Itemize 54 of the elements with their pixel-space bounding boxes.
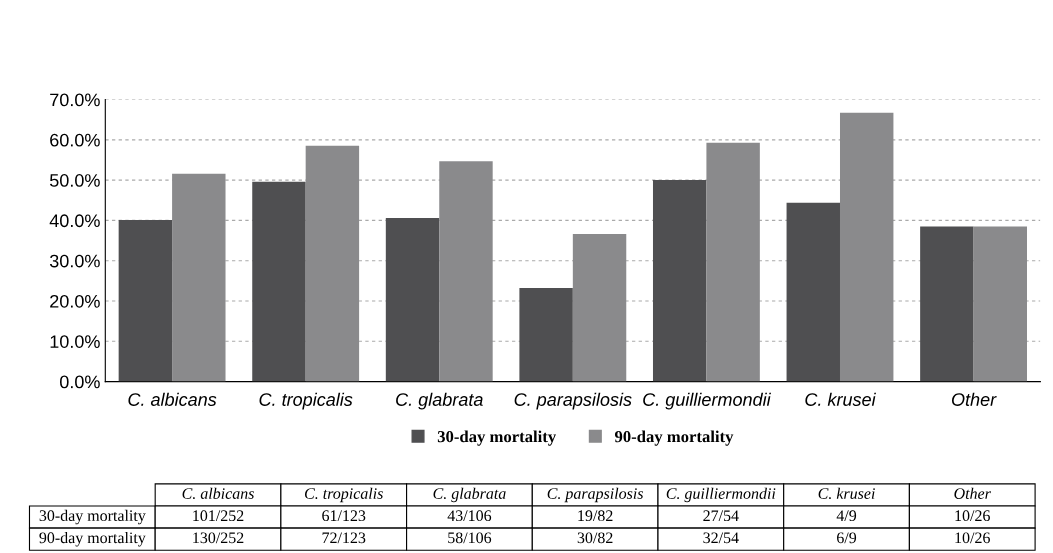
x-tick-label: C. glabrata <box>396 392 483 410</box>
legend-label: 90-day mortality <box>614 430 734 446</box>
data-label: 27/54 <box>703 510 739 522</box>
y-tick-label: 20.0% <box>50 294 100 308</box>
y-tick-label: 40.0% <box>49 214 100 228</box>
data-label: 130/252 <box>193 532 244 544</box>
category-label: C. tropicalis <box>304 487 383 503</box>
data-label: 43/106 <box>447 510 492 522</box>
category-label: C. guilliermondii <box>666 487 776 503</box>
bar <box>572 234 627 382</box>
data-label: 10/26 <box>955 532 990 544</box>
bar <box>439 161 493 382</box>
bar <box>652 180 707 382</box>
data-label: 19/82 <box>578 510 613 522</box>
text: 90-day mortality <box>39 531 146 547</box>
bar <box>118 220 173 382</box>
x-tick-label: C. tropicalis <box>259 392 353 410</box>
data-label: 72/123 <box>322 532 366 544</box>
category-label: C. glabrata <box>433 487 506 503</box>
bar <box>706 142 760 382</box>
bar <box>786 202 840 382</box>
data-label: 58/106 <box>448 532 492 544</box>
x-tick-label: C. krusei <box>805 392 877 406</box>
bar <box>305 145 360 382</box>
bar <box>172 173 226 382</box>
y-tick-label: 30.0% <box>49 254 100 268</box>
bar <box>385 217 440 382</box>
data-label: 6/9 <box>837 532 857 544</box>
data-label: 10/26 <box>955 510 990 522</box>
legend-label: 30-day mortality <box>437 430 557 446</box>
data-label: 30/82 <box>577 532 613 544</box>
x-tick-label: C. parapsilosis <box>514 392 632 410</box>
bar <box>252 181 306 382</box>
bar <box>920 226 974 382</box>
x-tick-label: C. albicans <box>128 392 217 406</box>
bar <box>973 226 1028 382</box>
y-tick-label: 70.0% <box>50 93 100 107</box>
category-label: C. albicans <box>182 487 254 499</box>
data-label: 32/54 <box>703 532 739 544</box>
y-tick-label: 0.0% <box>59 375 100 389</box>
x-tick-label: Other <box>951 392 997 406</box>
text: 30-day mortality <box>39 509 146 525</box>
data-label: 101/252 <box>193 510 244 522</box>
category-label: Other <box>954 487 991 499</box>
bar <box>519 288 573 382</box>
y-tick-label: 60.0% <box>50 133 100 147</box>
bar <box>839 112 894 382</box>
y-tick-label: 50.0% <box>49 174 100 187</box>
data-label: 61/123 <box>322 510 366 522</box>
data-label: 4/9 <box>836 510 857 522</box>
category-label: C. parapsilosis <box>547 487 644 503</box>
x-tick-label: C. guilliermondii <box>643 392 772 410</box>
category-label: C. krusei <box>818 487 875 499</box>
y-tick-label: 10.0% <box>50 335 100 348</box>
